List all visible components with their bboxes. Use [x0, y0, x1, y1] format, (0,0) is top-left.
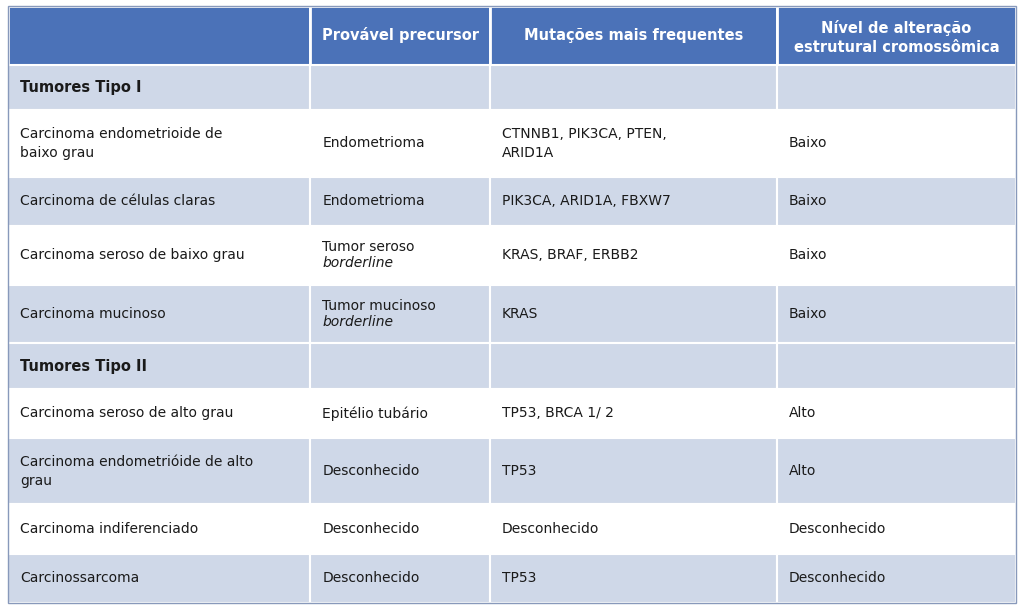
Bar: [8, 65, 310, 110]
Text: Epitélio tubário: Epitélio tubário: [323, 406, 428, 421]
Bar: [310, 284, 489, 343]
Bar: [310, 554, 489, 603]
Text: Endometrioma: Endometrioma: [323, 194, 425, 208]
Bar: [310, 226, 489, 284]
Bar: [310, 438, 489, 504]
Bar: [777, 110, 1016, 177]
Text: Baixo: Baixo: [790, 136, 827, 150]
Bar: [489, 554, 777, 603]
Bar: [8, 343, 310, 389]
Bar: [777, 6, 1016, 65]
Bar: [8, 554, 310, 603]
Text: CTNNB1, PIK3CA, PTEN,: CTNNB1, PIK3CA, PTEN,: [502, 127, 667, 141]
Text: Desconhecido: Desconhecido: [502, 522, 599, 536]
Text: baixo grau: baixo grau: [20, 146, 94, 160]
Text: Provável precursor: Provável precursor: [322, 27, 478, 43]
Text: grau: grau: [20, 474, 52, 488]
Bar: [777, 65, 1016, 110]
Bar: [8, 389, 310, 438]
Bar: [8, 6, 310, 65]
Bar: [489, 284, 777, 343]
Bar: [310, 389, 489, 438]
Text: Alto: Alto: [790, 406, 816, 420]
Bar: [8, 226, 310, 284]
Text: Desconhecido: Desconhecido: [790, 522, 887, 536]
Bar: [310, 65, 489, 110]
Bar: [777, 554, 1016, 603]
Text: borderline: borderline: [323, 315, 393, 329]
Text: Carcinoma mucinoso: Carcinoma mucinoso: [20, 307, 166, 321]
Bar: [489, 504, 777, 554]
Text: Tumor seroso: Tumor seroso: [323, 240, 415, 254]
Text: Desconhecido: Desconhecido: [323, 464, 420, 478]
Text: Carcinoma indiferenciado: Carcinoma indiferenciado: [20, 522, 199, 536]
Bar: [489, 65, 777, 110]
Bar: [489, 110, 777, 177]
Text: Baixo: Baixo: [790, 248, 827, 262]
Text: Nível de alteração: Nível de alteração: [821, 19, 972, 36]
Text: PIK3CA, ARID1A, FBXW7: PIK3CA, ARID1A, FBXW7: [502, 194, 671, 208]
Text: Desconhecido: Desconhecido: [790, 571, 887, 585]
Text: Carcinossarcoma: Carcinossarcoma: [20, 571, 139, 585]
Text: Mutações mais frequentes: Mutações mais frequentes: [524, 28, 743, 43]
Bar: [489, 6, 777, 65]
Text: Carcinoma endometrióide de alto: Carcinoma endometrióide de alto: [20, 455, 253, 469]
Bar: [777, 438, 1016, 504]
Text: Tumores Tipo I: Tumores Tipo I: [20, 80, 141, 95]
Bar: [489, 177, 777, 226]
Text: TP53: TP53: [502, 571, 537, 585]
Text: Carcinoma seroso de alto grau: Carcinoma seroso de alto grau: [20, 406, 233, 420]
Text: Desconhecido: Desconhecido: [323, 571, 420, 585]
Text: Desconhecido: Desconhecido: [323, 522, 420, 536]
Bar: [310, 6, 489, 65]
Text: estrutural cromossômica: estrutural cromossômica: [794, 40, 999, 55]
Bar: [310, 343, 489, 389]
Text: Carcinoma de células claras: Carcinoma de células claras: [20, 194, 215, 208]
Bar: [777, 343, 1016, 389]
Text: Endometrioma: Endometrioma: [323, 136, 425, 150]
Bar: [777, 177, 1016, 226]
Bar: [8, 504, 310, 554]
Bar: [8, 110, 310, 177]
Bar: [8, 284, 310, 343]
Bar: [777, 284, 1016, 343]
Bar: [8, 177, 310, 226]
Text: KRAS: KRAS: [502, 307, 539, 321]
Text: Carcinoma endometrioide de: Carcinoma endometrioide de: [20, 127, 222, 141]
Bar: [310, 110, 489, 177]
Text: TP53: TP53: [502, 464, 537, 478]
Bar: [489, 226, 777, 284]
Text: Baixo: Baixo: [790, 307, 827, 321]
Bar: [310, 504, 489, 554]
Text: Alto: Alto: [790, 464, 816, 478]
Text: KRAS, BRAF, ERBB2: KRAS, BRAF, ERBB2: [502, 248, 638, 262]
Bar: [489, 343, 777, 389]
Bar: [777, 504, 1016, 554]
Bar: [310, 177, 489, 226]
Bar: [489, 438, 777, 504]
Text: Carcinoma seroso de baixo grau: Carcinoma seroso de baixo grau: [20, 248, 245, 262]
Bar: [8, 438, 310, 504]
Text: ARID1A: ARID1A: [502, 146, 554, 160]
Text: TP53, BRCA 1/ 2: TP53, BRCA 1/ 2: [502, 406, 613, 420]
Bar: [777, 226, 1016, 284]
Text: Tumores Tipo II: Tumores Tipo II: [20, 359, 147, 373]
Bar: [489, 389, 777, 438]
Text: Baixo: Baixo: [790, 194, 827, 208]
Text: Tumor mucinoso: Tumor mucinoso: [323, 299, 436, 313]
Text: borderline: borderline: [323, 256, 393, 270]
Bar: [777, 389, 1016, 438]
